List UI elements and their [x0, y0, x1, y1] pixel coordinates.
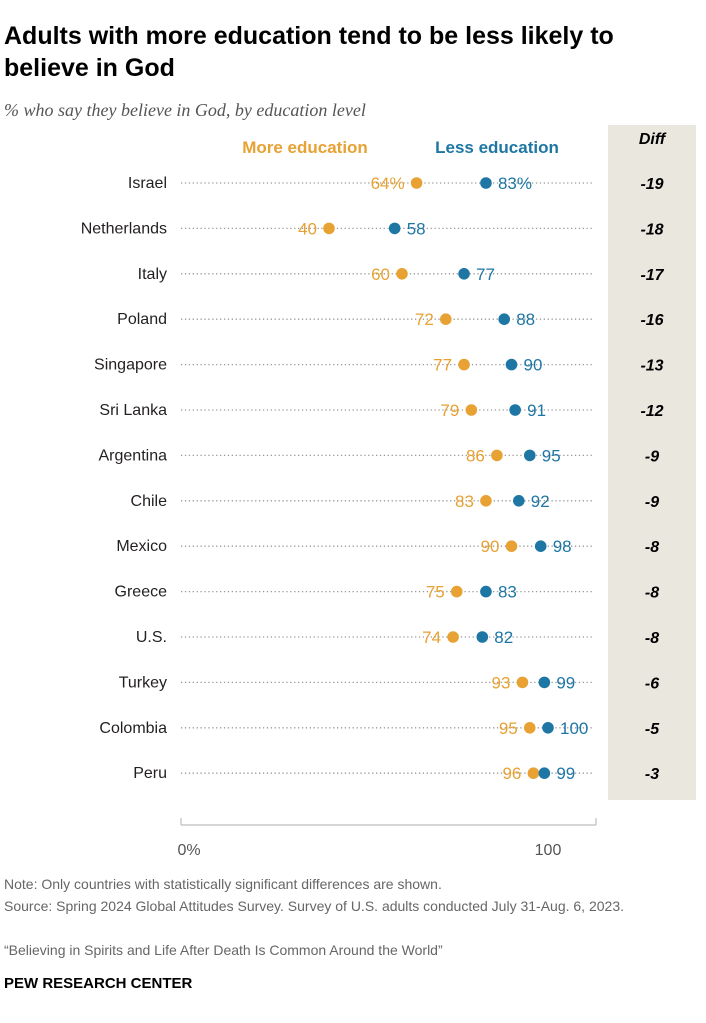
dot-more-education [450, 585, 463, 598]
dot-less-education [509, 404, 521, 416]
country-label: Netherlands [81, 220, 167, 237]
value-label-more: 86 [466, 446, 485, 465]
dot-more-education [516, 676, 529, 689]
legend-more-education: More education [242, 138, 368, 157]
value-label-more: 79 [440, 401, 459, 420]
dot-more-education [447, 631, 459, 643]
value-label-less: 99 [556, 673, 575, 692]
value-label-more: 60 [371, 265, 390, 284]
dot-less-education [480, 177, 492, 189]
value-label-less: 83% [498, 174, 532, 193]
diff-value: -18 [640, 221, 663, 238]
dot-less-education [505, 358, 518, 371]
diff-value: -13 [640, 358, 663, 375]
value-label-more: 72 [415, 310, 434, 329]
country-label: Sri Lanka [99, 402, 167, 419]
country-label: Chile [131, 493, 168, 510]
diff-value: -19 [640, 176, 663, 193]
country-label: Peru [133, 765, 167, 782]
dot-more-education [440, 313, 452, 326]
value-label-less: 83 [498, 583, 517, 602]
value-label-less: 92 [531, 492, 550, 511]
x-tick-label: 100 [535, 842, 562, 859]
country-label: Colombia [99, 720, 167, 737]
country-label: Greece [115, 584, 168, 601]
dot-more-education [523, 722, 536, 734]
brand-logo-text: PEW RESEARCH CENTER [4, 975, 193, 992]
x-tick-label: 0% [177, 842, 200, 859]
dot-less-education [513, 495, 525, 507]
legend-less-education: Less education [435, 138, 559, 157]
value-label-more: 90 [481, 537, 500, 556]
value-label-more: 83 [455, 492, 474, 511]
value-label-more: 40 [298, 219, 317, 238]
value-label-less: 100 [560, 719, 588, 738]
dot-less-education [534, 540, 547, 552]
dot-more-education [396, 268, 408, 280]
dot-more-education [491, 449, 503, 462]
dot-less-education [476, 631, 489, 643]
diff-value: -12 [640, 403, 663, 420]
value-label-less: 82 [494, 628, 513, 647]
country-label: Israel [128, 175, 167, 192]
value-label-less: 99 [556, 764, 575, 783]
diff-value: -3 [645, 766, 659, 783]
dot-less-education [538, 676, 551, 689]
dot-more-education [458, 358, 470, 371]
diff-value: -8 [645, 585, 659, 602]
country-label: Argentina [99, 447, 168, 464]
dot-less-education [498, 313, 511, 326]
diff-value: -8 [645, 630, 659, 647]
source-note: Source: Spring 2024 Global Attitudes Sur… [4, 898, 624, 914]
diff-value: -8 [645, 539, 659, 556]
dot-more-education [410, 177, 423, 189]
diff-value: -16 [640, 312, 663, 329]
country-label: Italy [138, 266, 167, 283]
dot-less-education [523, 449, 536, 462]
chart-title: Adults with more education tend to be le… [4, 22, 614, 82]
dot-more-education [465, 404, 478, 416]
diff-value: -9 [645, 494, 659, 511]
value-label-less: 58 [407, 219, 426, 238]
dot-less-education [538, 767, 551, 779]
dot-less-education [388, 222, 401, 235]
diff-value: -9 [645, 448, 659, 465]
value-label-more: 64% [371, 174, 405, 193]
value-label-more: 74 [422, 628, 441, 647]
country-label: Turkey [119, 674, 167, 691]
value-label-less: 95 [542, 446, 561, 465]
dot-more-education [480, 495, 492, 507]
value-label-more: 96 [502, 764, 521, 783]
country-label: Singapore [94, 357, 167, 374]
value-label-less: 88 [516, 310, 535, 329]
dot-less-education [480, 585, 492, 598]
dot-more-education [527, 767, 540, 779]
footnote: Note: Only countries with statistically … [4, 876, 442, 892]
diff-value: -6 [645, 675, 659, 692]
dot-more-education [505, 540, 518, 552]
value-label-less: 90 [524, 356, 543, 375]
dot-chart: More education Less education Diff Israel 64… [81, 131, 667, 859]
country-label: Poland [117, 311, 167, 328]
dot-more-education [323, 222, 335, 235]
dot-less-education [542, 722, 554, 734]
report-title: “Believing in Spirits and Life After Dea… [4, 942, 443, 958]
value-label-less: 98 [553, 537, 572, 556]
chart-subtitle: % who say they believe in God, by educat… [4, 100, 366, 120]
value-label-less: 77 [476, 265, 495, 284]
value-label-more: 75 [426, 583, 445, 602]
country-label: Mexico [116, 538, 167, 555]
country-label: U.S. [136, 629, 167, 646]
dot-less-education [458, 268, 470, 280]
value-label-more: 93 [492, 673, 511, 692]
value-label-less: 91 [527, 401, 546, 420]
diff-value: -5 [645, 721, 660, 738]
diff-value: -17 [640, 267, 664, 284]
value-label-more: 95 [499, 719, 518, 738]
diff-column-background [608, 125, 696, 800]
diff-header: Diff [639, 131, 667, 148]
value-label-more: 77 [433, 356, 452, 375]
